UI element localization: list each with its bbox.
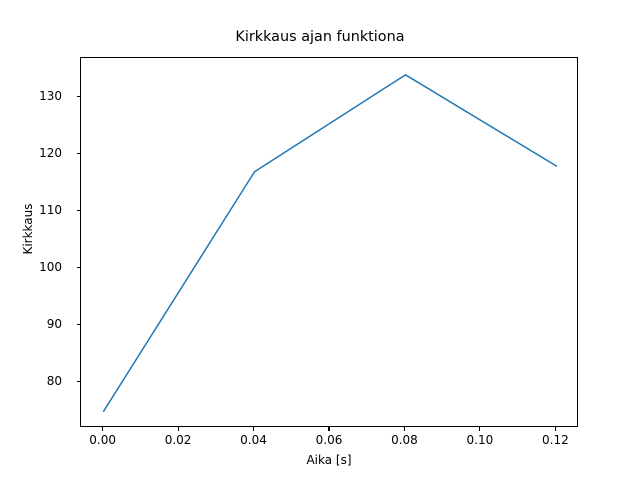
y-tick-label: 90 (46, 316, 62, 331)
y-tick-label: 120 (39, 145, 62, 160)
y-tick-mark (76, 96, 80, 98)
x-tick-label: 0.06 (315, 433, 343, 447)
data-series-line (102, 74, 558, 412)
x-axis-label: Aika [s] (306, 453, 352, 467)
x-tick-label: 0.10 (466, 433, 494, 447)
x-tick-mark (102, 427, 104, 431)
x-tick-label: 0.04 (240, 433, 267, 447)
x-tick-label: 0.00 (89, 433, 116, 447)
y-tick-mark (76, 267, 80, 269)
y-tick-label: 130 (39, 88, 62, 103)
y-tick-mark (76, 153, 80, 155)
y-tick-mark (76, 210, 80, 212)
x-tick-mark (479, 427, 481, 431)
x-tick-mark (403, 427, 405, 431)
plot-axes (80, 57, 578, 427)
plot-line-svg (102, 74, 558, 412)
y-tick-mark (76, 381, 80, 383)
x-tick-label: 0.02 (164, 433, 192, 447)
x-tick-label: 0.12 (542, 433, 569, 447)
x-tick-mark (252, 427, 255, 431)
y-axis-label: Kirkkaus (21, 203, 35, 255)
chart-title: Kirkkaus ajan funktiona (235, 29, 405, 45)
y-tick-label: 80 (46, 373, 62, 388)
y-tick-label: 100 (39, 259, 62, 274)
x-tick-mark (328, 427, 330, 431)
x-tick-mark (177, 427, 179, 431)
y-tick-label: 110 (39, 202, 62, 217)
x-tick-label: 0.08 (391, 433, 418, 447)
x-tick-mark (554, 427, 556, 431)
y-tick-mark (76, 324, 80, 326)
